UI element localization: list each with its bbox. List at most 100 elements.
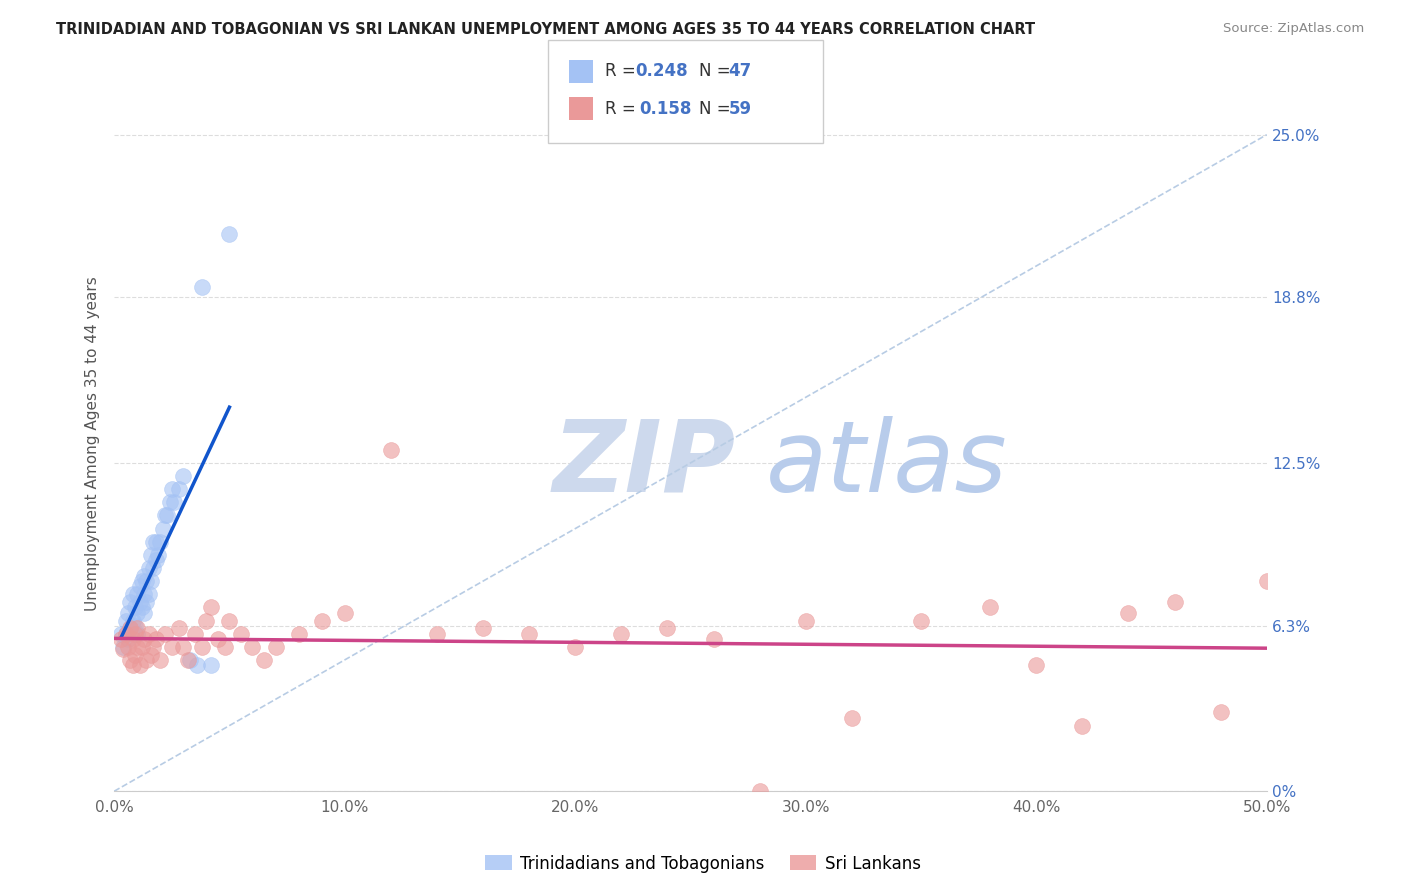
- Point: [160, 482, 183, 496]
- Point: [242, 640, 264, 654]
- Point: [1025, 658, 1047, 673]
- Point: [124, 626, 146, 640]
- Point: [229, 626, 252, 640]
- Text: atlas: atlas: [765, 416, 1007, 513]
- Point: [114, 626, 136, 640]
- Point: [127, 626, 149, 640]
- Point: [200, 658, 222, 673]
- Point: [841, 711, 863, 725]
- Point: [218, 614, 240, 628]
- Point: [264, 640, 287, 654]
- Point: [117, 640, 139, 654]
- Point: [127, 640, 149, 654]
- Point: [121, 658, 143, 673]
- Point: [191, 640, 214, 654]
- Point: [149, 534, 172, 549]
- Point: [112, 640, 135, 654]
- Point: [794, 614, 817, 628]
- Point: [142, 640, 165, 654]
- Point: [127, 606, 149, 620]
- Point: [139, 574, 162, 588]
- Point: [910, 614, 932, 628]
- Point: [167, 482, 190, 496]
- Point: [517, 626, 540, 640]
- Point: [127, 621, 149, 635]
- Point: [145, 534, 167, 549]
- Point: [131, 640, 153, 654]
- Point: [1118, 606, 1140, 620]
- Point: [134, 632, 156, 646]
- Point: [142, 561, 165, 575]
- Point: [207, 632, 229, 646]
- Text: Source: ZipAtlas.com: Source: ZipAtlas.com: [1223, 22, 1364, 36]
- Point: [110, 626, 132, 640]
- Point: [153, 626, 176, 640]
- Point: [184, 626, 207, 640]
- Point: [191, 280, 214, 294]
- Point: [131, 574, 153, 588]
- Point: [1256, 574, 1278, 588]
- Point: [139, 648, 162, 662]
- Point: [128, 658, 150, 673]
- Point: [142, 534, 165, 549]
- Text: 0.248: 0.248: [636, 62, 688, 80]
- Point: [179, 653, 201, 667]
- Point: [146, 548, 169, 562]
- Point: [195, 614, 218, 628]
- Point: [121, 614, 143, 628]
- Point: [139, 548, 162, 562]
- Point: [172, 640, 194, 654]
- Point: [472, 621, 495, 635]
- Point: [121, 632, 143, 646]
- Point: [214, 640, 236, 654]
- Point: [131, 600, 153, 615]
- Point: [218, 227, 240, 242]
- Point: [145, 553, 167, 567]
- Point: [120, 653, 142, 667]
- Text: ZIP: ZIP: [553, 416, 735, 513]
- Point: [253, 653, 276, 667]
- Point: [134, 569, 156, 583]
- Point: [1209, 706, 1232, 720]
- Point: [127, 587, 149, 601]
- Point: [163, 495, 186, 509]
- Point: [311, 614, 333, 628]
- Point: [114, 614, 136, 628]
- Point: [702, 632, 724, 646]
- Point: [287, 626, 309, 640]
- Point: [186, 658, 208, 673]
- Point: [426, 626, 449, 640]
- Point: [124, 600, 146, 615]
- Point: [979, 600, 1001, 615]
- Text: R =: R =: [605, 100, 645, 118]
- Point: [112, 642, 135, 657]
- Point: [138, 561, 160, 575]
- Point: [124, 619, 146, 633]
- Point: [160, 640, 183, 654]
- Text: TRINIDADIAN AND TOBAGONIAN VS SRI LANKAN UNEMPLOYMENT AMONG AGES 35 TO 44 YEARS : TRINIDADIAN AND TOBAGONIAN VS SRI LANKAN…: [56, 22, 1035, 37]
- Point: [138, 626, 160, 640]
- Point: [177, 653, 200, 667]
- Point: [748, 784, 770, 798]
- Point: [134, 606, 156, 620]
- Text: R =: R =: [605, 62, 641, 80]
- Point: [114, 626, 136, 640]
- Text: 59: 59: [728, 100, 751, 118]
- Point: [120, 595, 142, 609]
- Text: N =: N =: [699, 100, 735, 118]
- Point: [124, 648, 146, 662]
- Point: [159, 495, 181, 509]
- Point: [153, 508, 176, 523]
- Point: [128, 595, 150, 609]
- Point: [135, 574, 157, 588]
- Y-axis label: Unemployment Among Ages 35 to 44 years: Unemployment Among Ages 35 to 44 years: [86, 276, 100, 611]
- Point: [152, 522, 174, 536]
- Text: N =: N =: [699, 62, 735, 80]
- Point: [149, 653, 172, 667]
- Point: [120, 621, 142, 635]
- Point: [117, 606, 139, 620]
- Point: [156, 508, 179, 523]
- Point: [121, 587, 143, 601]
- Point: [1071, 718, 1094, 732]
- Point: [564, 640, 586, 654]
